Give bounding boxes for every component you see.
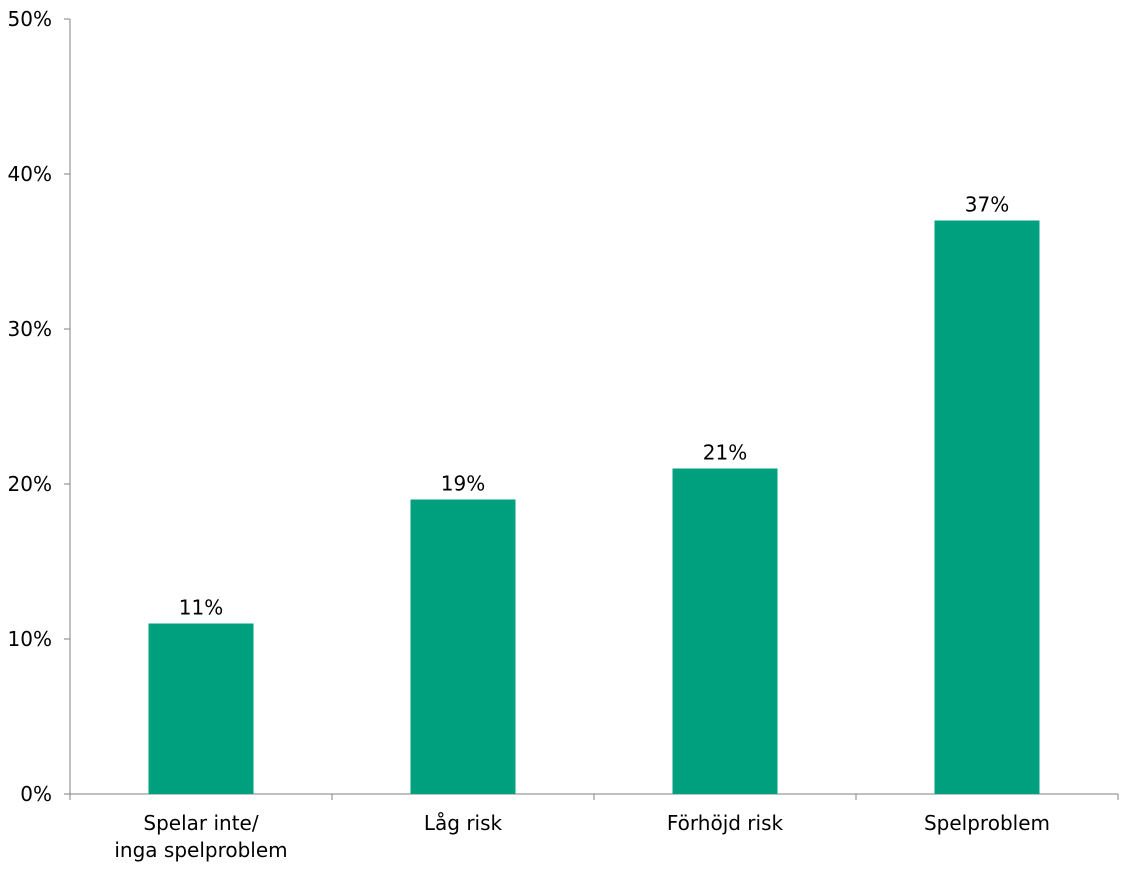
category-label: Förhöjd risk (667, 811, 784, 835)
bar (934, 220, 1040, 794)
y-tick-label: 30% (8, 317, 52, 341)
category-label: Låg risk (424, 811, 503, 835)
data-label: 21% (703, 441, 747, 465)
bar (410, 499, 516, 794)
bar (672, 468, 778, 794)
data-label: 19% (441, 472, 485, 496)
bars (148, 220, 1040, 794)
bar (148, 623, 254, 794)
category-label: inga spelproblem (114, 838, 287, 862)
y-tick-label: 40% (8, 162, 52, 186)
y-tick-label: 50% (8, 7, 52, 31)
y-tick-label: 20% (8, 472, 52, 496)
labels: 11% Spelar inte/inga spelproblem 19% Låg ri… (114, 193, 1050, 863)
y-tick-label: 0% (20, 782, 52, 806)
y-tick-label: 10% (8, 627, 52, 651)
category-label: Spelar inte/ (143, 811, 258, 835)
data-label: 37% (965, 193, 1009, 217)
data-label: 11% (179, 596, 223, 620)
category-label: Spelproblem (924, 811, 1050, 835)
